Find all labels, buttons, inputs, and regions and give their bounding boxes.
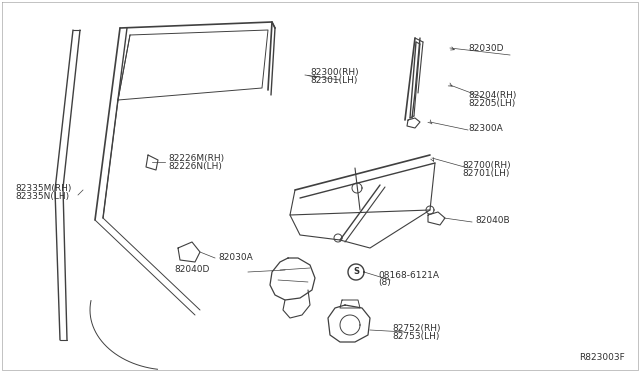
- Text: 82752(RH): 82752(RH): [392, 324, 440, 333]
- Text: 82700(RH): 82700(RH): [462, 160, 511, 170]
- Text: R823003F: R823003F: [579, 353, 625, 362]
- Text: 82205(LH): 82205(LH): [468, 99, 515, 108]
- Text: 82300A: 82300A: [468, 124, 503, 132]
- Text: 82226N(LH): 82226N(LH): [168, 161, 222, 170]
- Text: 82300(RH): 82300(RH): [310, 67, 358, 77]
- Text: 82335M(RH): 82335M(RH): [15, 183, 72, 192]
- Text: 82030A: 82030A: [218, 253, 253, 263]
- Text: 82335N(LH): 82335N(LH): [15, 192, 69, 201]
- Text: 82226M(RH): 82226M(RH): [168, 154, 224, 163]
- Text: 82204(RH): 82204(RH): [468, 90, 516, 99]
- Text: 82030D: 82030D: [468, 44, 504, 52]
- Text: 82040B: 82040B: [475, 215, 509, 224]
- Text: (8): (8): [378, 279, 391, 288]
- Text: 82701(LH): 82701(LH): [462, 169, 509, 177]
- Text: 08168-6121A: 08168-6121A: [378, 270, 439, 279]
- Text: S: S: [353, 267, 359, 276]
- Text: 82753(LH): 82753(LH): [392, 331, 440, 340]
- Text: 82040D: 82040D: [175, 266, 210, 275]
- Text: 82301(LH): 82301(LH): [310, 76, 357, 84]
